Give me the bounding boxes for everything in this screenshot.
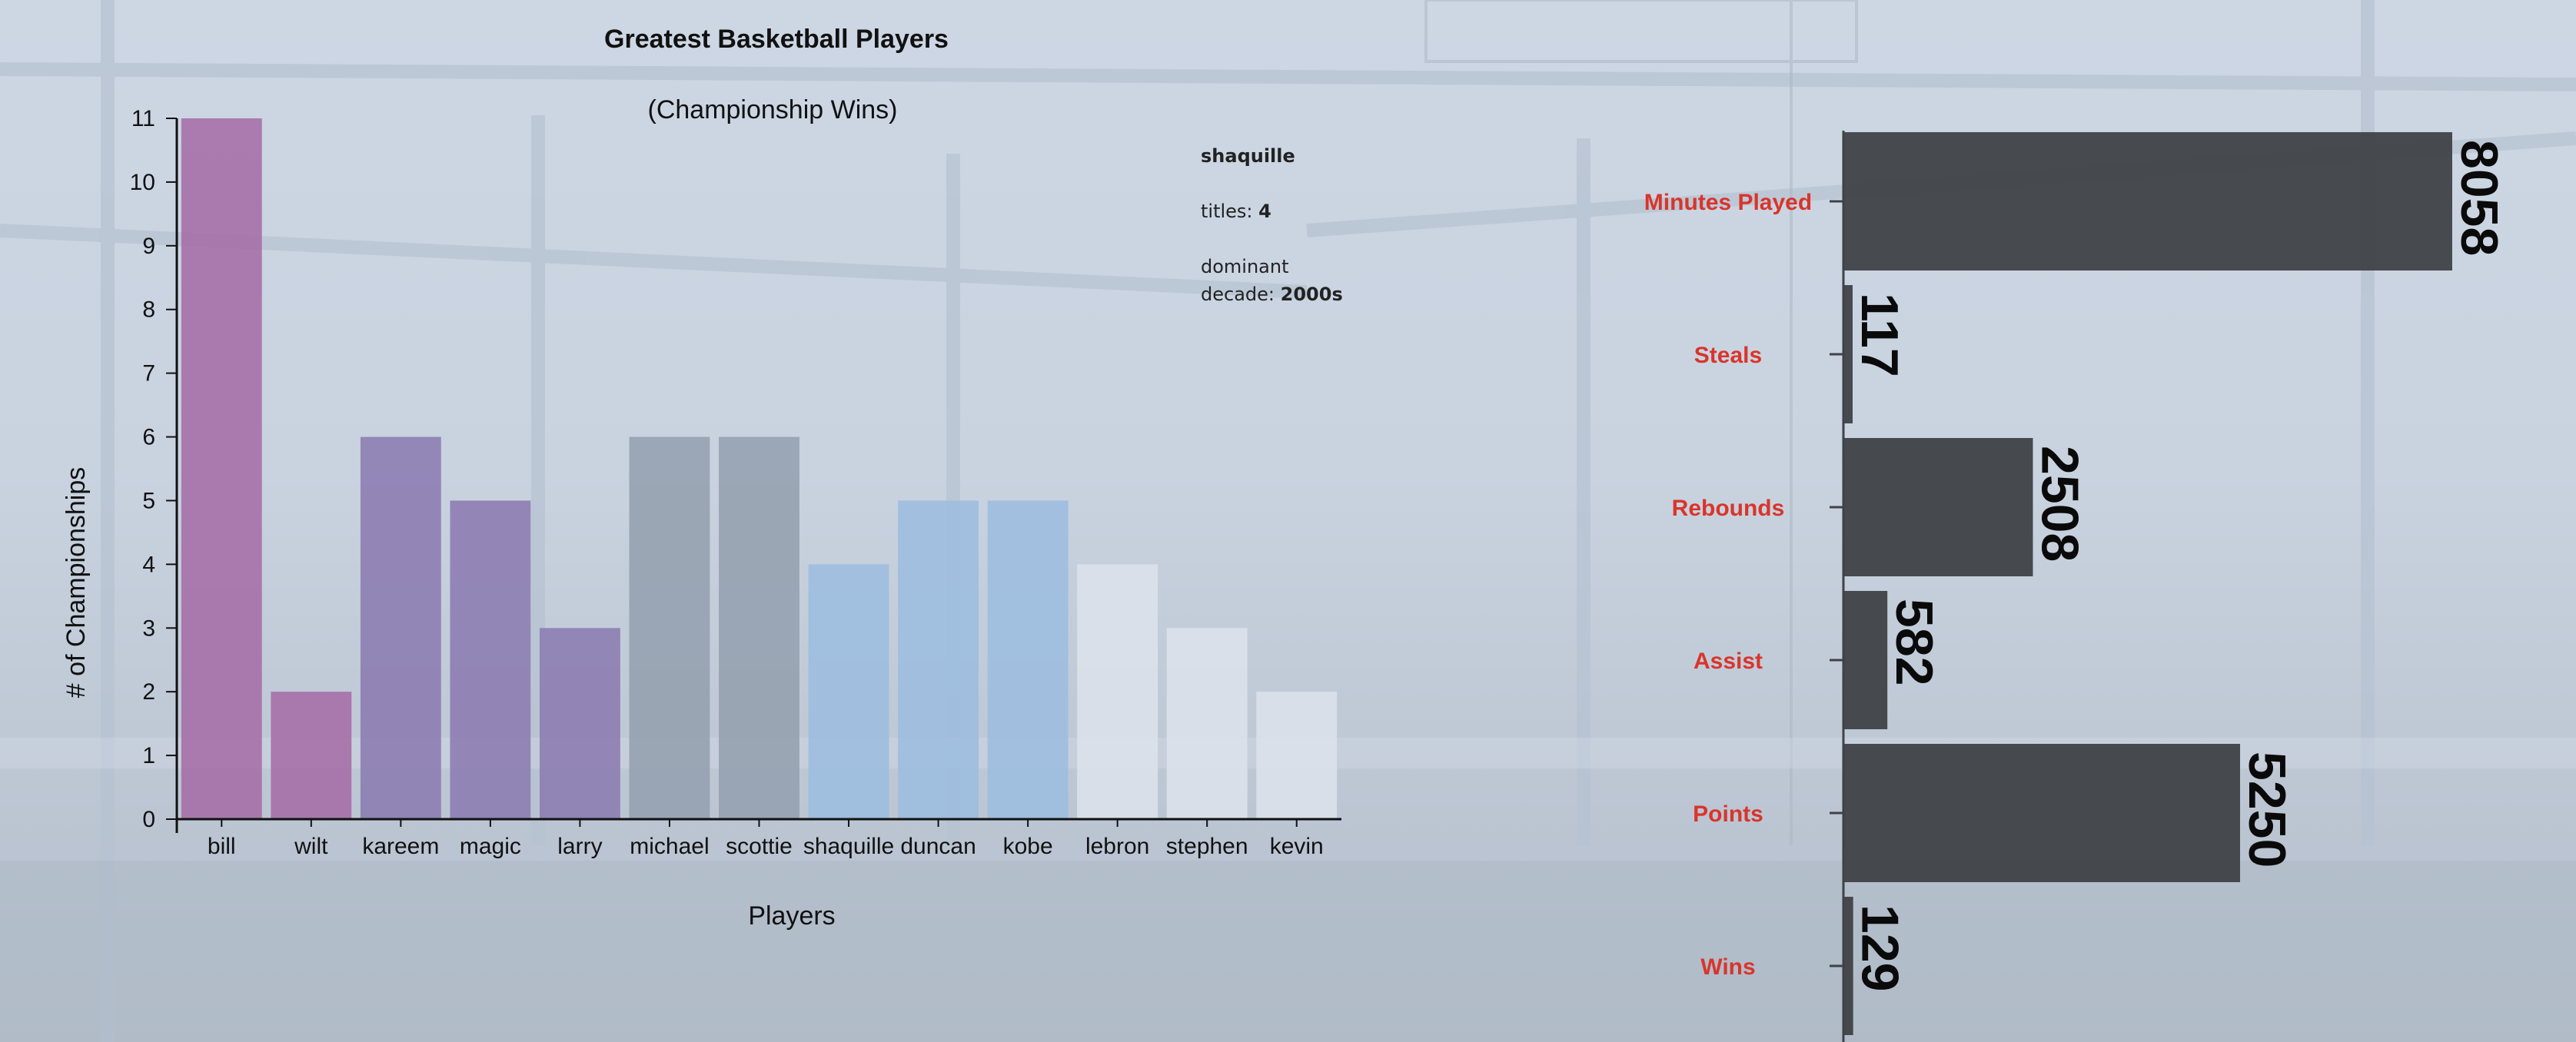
x-tick-label: stephen <box>1166 834 1248 859</box>
bar-scottie[interactable] <box>719 436 799 819</box>
value-label: 5250 <box>2238 752 2296 868</box>
bar-steals[interactable] <box>1843 285 1853 423</box>
category-label: Steals <box>1694 343 1762 368</box>
x-tick-label: kobe <box>1003 834 1053 859</box>
y-axis-label: # of Championships <box>61 467 91 699</box>
chart-subtitle: (Championship Wins) <box>648 95 898 124</box>
bar-minutes-played[interactable] <box>1843 132 2452 270</box>
value-label: 582 <box>1885 599 1943 685</box>
tooltip-decade-value: 2000s <box>1280 284 1343 305</box>
category-label: Assist <box>1694 649 1763 674</box>
tooltip-decade-label-1: dominant <box>1201 256 1289 277</box>
bar-wins[interactable] <box>1843 897 1853 1035</box>
y-tick-label: 1 <box>142 743 155 768</box>
value-label: 2508 <box>2031 446 2089 562</box>
y-tick-label: 9 <box>142 234 155 259</box>
bar-kobe[interactable] <box>987 500 1069 819</box>
bar-kevin[interactable] <box>1256 692 1338 819</box>
y-tick-label: 2 <box>142 679 155 705</box>
y-tick-label: 10 <box>130 170 155 195</box>
bar-magic[interactable] <box>450 500 531 819</box>
tooltip-titles-label: titles: <box>1201 201 1253 222</box>
tooltip-decade-label-2: decade: <box>1201 284 1275 305</box>
bar-points[interactable] <box>1843 744 2241 882</box>
bar-duncan[interactable] <box>898 500 979 819</box>
bar-lebron[interactable] <box>1077 564 1158 819</box>
bar-larry[interactable] <box>539 628 620 819</box>
player-tooltip: shaquille titles: 4 dominant decade: 200… <box>1201 142 1401 308</box>
bar-bill[interactable] <box>181 118 262 819</box>
x-tick-label: lebron <box>1085 834 1149 859</box>
y-tick-label: 4 <box>142 552 155 577</box>
x-tick-label: kevin <box>1270 834 1324 859</box>
x-tick-label: kareem <box>362 834 439 859</box>
bar-assist[interactable] <box>1843 591 1888 729</box>
bar-shaquille[interactable] <box>808 564 889 819</box>
x-tick-label: bill <box>208 834 236 859</box>
chart-title: Greatest Basketball Players <box>604 25 949 54</box>
x-tick-label: duncan <box>900 834 976 859</box>
y-tick-label: 8 <box>142 297 155 323</box>
x-tick-label: magic <box>460 834 521 859</box>
bar-michael[interactable] <box>629 436 710 819</box>
value-label: 117 <box>1850 293 1909 377</box>
bar-wilt[interactable] <box>271 692 352 819</box>
category-label: Points <box>1693 801 1763 827</box>
category-label: Rebounds <box>1672 496 1785 521</box>
y-tick-label: 3 <box>142 616 155 641</box>
y-tick-label: 5 <box>142 488 155 513</box>
category-label: Wins <box>1700 954 1755 980</box>
bar-stephen[interactable] <box>1166 628 1248 819</box>
x-tick-label: michael <box>630 834 709 859</box>
y-tick-label: 6 <box>142 425 155 450</box>
x-tick-label: wilt <box>294 834 328 859</box>
x-tick-label: shaquille <box>803 834 894 859</box>
y-tick-label: 7 <box>142 361 155 387</box>
x-tick-label: larry <box>557 834 602 859</box>
bar-kareem[interactable] <box>360 436 441 819</box>
y-tick-label: 0 <box>142 807 155 832</box>
value-label: 129 <box>1851 904 1910 991</box>
tooltip-titles-value: 4 <box>1258 201 1271 222</box>
tooltip-player: shaquille <box>1201 145 1295 167</box>
x-tick-label: scottie <box>726 834 793 859</box>
y-tick-label: 11 <box>131 106 155 131</box>
value-label: 8058 <box>2450 140 2508 256</box>
category-label: Minutes Played <box>1644 190 1812 215</box>
x-axis-label: Players <box>748 901 835 931</box>
bar-rebounds[interactable] <box>1843 438 2033 576</box>
